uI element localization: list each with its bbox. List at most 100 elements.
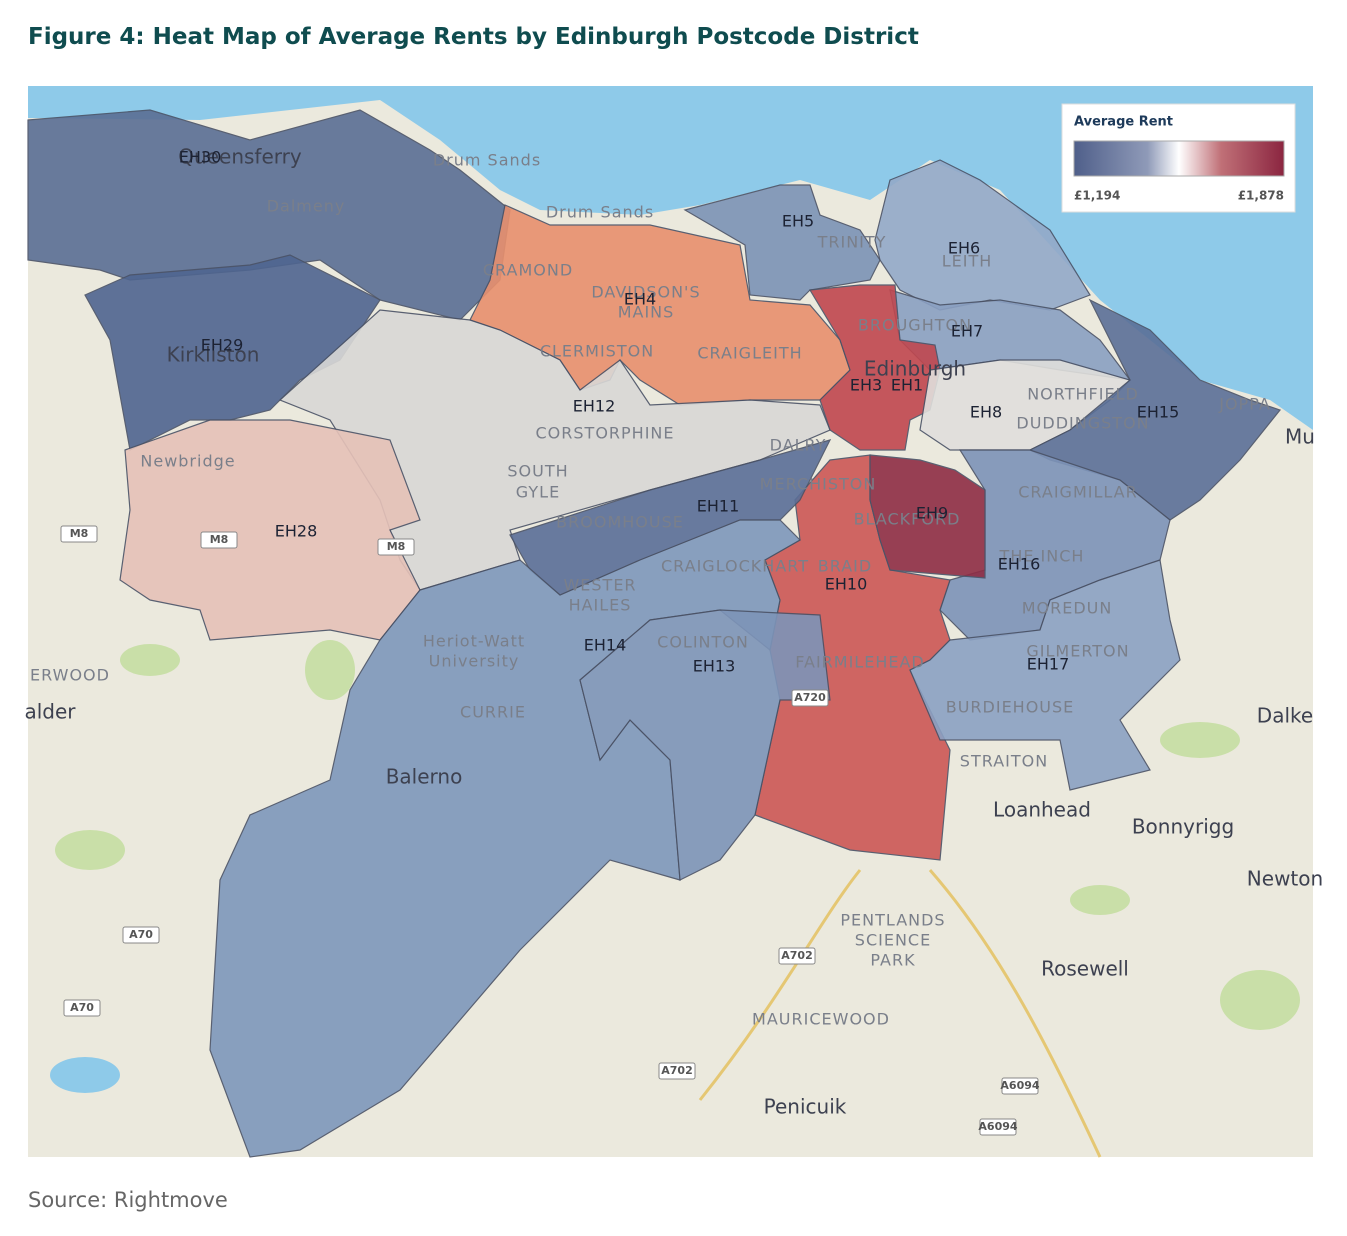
legend-box [1061,103,1296,213]
place-label: Penicuik [764,1095,847,1119]
road-shield [778,947,816,965]
place-label: MOREDUN [1022,599,1113,618]
place-label: Queensferry [178,145,302,169]
district-label: EH9 [916,504,948,523]
legend-title: Average Rent [1074,115,1173,130]
place-label: Dalke [1257,704,1313,728]
place-label: BROOMHOUSE [556,513,684,532]
reservoir [50,1057,120,1093]
place-label: SOUTH [507,462,568,481]
district-label: EH7 [951,322,983,341]
road-shield [791,689,829,707]
district-label: EH16 [998,555,1041,574]
green-areas [55,640,1300,1030]
district-label: EH17 [1027,655,1070,674]
place-label: CRAMOND [483,261,573,280]
legend: Average Rent £1,194 £1,878 [1061,103,1296,213]
district-label: EH1 [891,376,923,395]
place-label: Mu [1285,425,1315,449]
road-label: A702 [661,1064,692,1077]
road-label: A6094 [978,1120,1017,1133]
place-label: Newton [1247,867,1323,891]
place-label: Edinburgh [864,357,966,381]
district-label: EH10 [825,575,868,594]
legend-gradient [1073,140,1285,177]
place-label: MAURICEWOOD [752,1010,890,1029]
place-label: Drum Sands [546,203,654,222]
place-label: Drum Sands [433,151,541,170]
districts [27,109,1282,1158]
road-shield [122,926,160,944]
place-label: University [429,652,520,671]
place-label: SCIENCE [855,931,931,950]
place-label: CRAIGLEITH [697,344,802,363]
place-label: Loanhead [993,798,1091,822]
place-label: COLINTON [657,633,749,652]
place-label: GILMERTON [1026,642,1129,661]
road-label: M8 [70,527,89,540]
place-label: WESTER [563,576,636,595]
legend-min: £1,194 [1074,189,1120,203]
district-label: EH8 [970,403,1002,422]
place-label: JOPPA [1218,395,1271,414]
land [28,86,1313,1157]
district-label: EH30 [179,148,222,167]
place-label: MAINS [618,303,675,322]
title: Figure 4: Heat Map of Average Rents by E… [28,24,919,50]
district-label: EH3 [850,376,882,395]
road-shield [1001,1077,1039,1095]
place-label: CRAIGLOCKHART [661,557,809,576]
district-label: EH5 [782,212,814,231]
place-label: CLERMISTON [540,342,654,361]
district-label: EH11 [697,497,740,516]
place-label: NORTHFIELD [1027,385,1139,404]
place-label: ERWOOD [30,666,110,685]
place-label: BROUGHTON [858,316,972,335]
place-label: Rosewell [1041,957,1129,981]
place-label: DUDDINGSTON [1016,414,1149,433]
road-label: M8 [210,533,229,546]
place-label: THE INCH [999,547,1085,566]
place-label: TRINITY [817,233,887,252]
place-label: PENTLANDS [840,911,945,930]
road-shield [377,538,415,556]
legend-max: £1,878 [1238,189,1284,203]
place-label: STRAITON [960,752,1048,771]
road-label: A702 [781,949,812,962]
sea [28,86,1313,430]
place-label: CORSTORPHINE [536,424,675,443]
district-label: EH14 [584,636,627,655]
district-label: EH15 [1137,403,1180,422]
road-shield [658,1062,696,1080]
place-label: alder [24,700,76,724]
place-label: FAIRMILEHEAD [795,653,924,672]
place-label: MERCHISTON [760,475,877,494]
road-label: A70 [129,928,153,941]
place-label: CRAIGMILLAR [1018,483,1137,502]
road-shield [60,525,98,543]
road-label: A720 [794,691,826,704]
place-label: Bonnyrigg [1132,815,1234,839]
place-label: Kirkliston [167,343,260,367]
place-label: PARK [870,951,915,970]
road-line [698,869,1102,1158]
place-label: HAILES [569,596,632,615]
place-label: CURRIE [460,703,526,722]
road-label: A70 [70,1001,94,1014]
place-label: GYLE [516,483,560,502]
place-label: Dalmeny [267,197,346,216]
place-label: Balerno [386,765,463,789]
place-label: DAVIDSON'S [591,283,700,302]
district-label: EH28 [275,522,318,541]
place-label: BURDIEHOUSE [946,698,1075,717]
road-shield [200,531,238,549]
district-label: EH4 [624,290,656,309]
place-label: BRAID [818,557,872,576]
road-shield [63,999,101,1017]
district-label: EH12 [573,397,616,416]
district-label: EH13 [693,657,736,676]
road-label: A6094 [1000,1079,1039,1092]
road-shield [979,1118,1017,1136]
